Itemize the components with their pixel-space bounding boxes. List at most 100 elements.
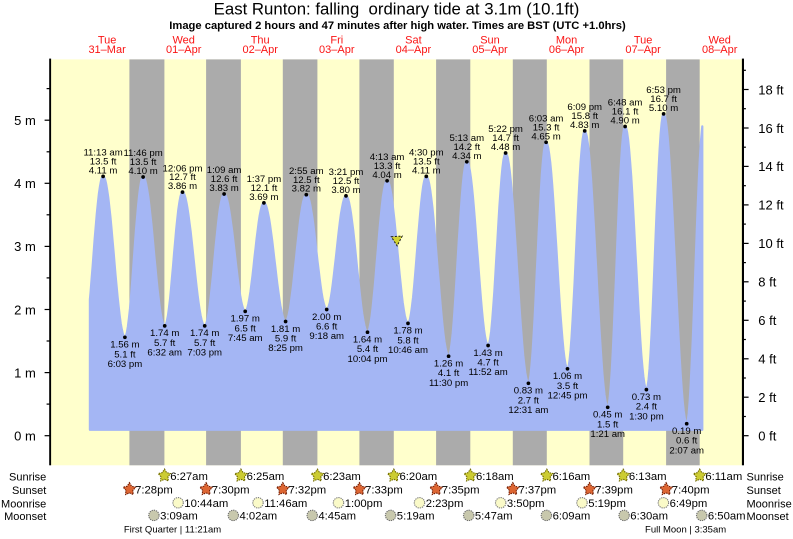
svg-text:12 ft: 12 ft: [758, 198, 784, 213]
svg-text:Sat: Sat: [405, 35, 422, 47]
svg-text:Wed: Wed: [172, 35, 194, 47]
svg-text:4.10 m: 4.10 m: [128, 166, 157, 177]
svg-text:5:22 pm: 5:22 pm: [488, 124, 523, 135]
svg-text:4:13 am: 4:13 am: [370, 152, 405, 163]
svg-text:6:09 pm: 6:09 pm: [567, 102, 602, 113]
svg-text:15.8 ft: 15.8 ft: [571, 111, 598, 122]
svg-text:Sunrise: Sunrise: [747, 471, 784, 483]
svg-text:9:18 am: 9:18 am: [309, 331, 344, 342]
svg-text:6:18am: 6:18am: [476, 471, 514, 483]
svg-text:1.64 m: 1.64 m: [353, 335, 382, 346]
svg-text:7:45 am: 7:45 am: [228, 333, 263, 344]
svg-text:1.97 m: 1.97 m: [231, 314, 260, 325]
svg-text:2:23pm: 2:23pm: [426, 498, 464, 510]
svg-text:01–Apr: 01–Apr: [166, 44, 202, 56]
svg-text:1.78 m: 1.78 m: [393, 326, 422, 337]
svg-text:6:03 pm: 6:03 pm: [108, 359, 143, 370]
svg-text:16.7 ft: 16.7 ft: [650, 94, 677, 105]
svg-text:03–Apr: 03–Apr: [319, 44, 355, 56]
svg-text:5.8 ft: 5.8 ft: [397, 335, 419, 346]
svg-text:3:09am: 3:09am: [160, 511, 198, 523]
svg-text:06–Apr: 06–Apr: [549, 44, 585, 56]
svg-text:5:19pm: 5:19pm: [588, 498, 626, 510]
svg-text:3.69 m: 3.69 m: [249, 192, 278, 203]
svg-text:6:27am: 6:27am: [170, 471, 208, 483]
svg-text:6:50am: 6:50am: [708, 511, 746, 523]
svg-text:10 ft: 10 ft: [758, 236, 784, 251]
svg-text:Moonset: Moonset: [747, 511, 789, 523]
svg-text:6:23am: 6:23am: [323, 471, 361, 483]
svg-text:6:11am: 6:11am: [705, 471, 742, 483]
svg-text:2.7 ft: 2.7 ft: [518, 395, 540, 406]
svg-text:4.1 ft: 4.1 ft: [438, 368, 460, 379]
svg-text:2:07 am: 2:07 am: [669, 445, 704, 456]
svg-text:6 ft: 6 ft: [758, 313, 776, 328]
svg-text:12:06 pm: 12:06 pm: [162, 163, 202, 174]
svg-text:3.80 m: 3.80 m: [331, 185, 360, 196]
svg-text:4.11 m: 4.11 m: [89, 165, 118, 176]
svg-text:5 m: 5 m: [14, 113, 36, 128]
svg-text:Wed: Wed: [708, 35, 730, 47]
svg-text:4:02am: 4:02am: [240, 511, 278, 523]
svg-text:7:30pm: 7:30pm: [212, 485, 250, 497]
svg-text:4:45am: 4:45am: [318, 511, 356, 523]
svg-text:7:37pm: 7:37pm: [519, 485, 557, 497]
svg-text:2:55 am: 2:55 am: [289, 166, 324, 177]
svg-text:6.6 ft: 6.6 ft: [316, 322, 338, 333]
svg-text:1.74 m: 1.74 m: [150, 328, 179, 339]
svg-text:3.82 m: 3.82 m: [292, 184, 321, 195]
svg-text:04–Apr: 04–Apr: [396, 44, 432, 56]
svg-text:5.9 ft: 5.9 ft: [275, 334, 297, 345]
svg-text:Sun: Sun: [480, 35, 500, 47]
svg-text:3 m: 3 m: [14, 239, 36, 254]
svg-text:12.5 ft: 12.5 ft: [333, 176, 360, 187]
svg-text:Sunset: Sunset: [12, 485, 46, 497]
svg-text:6:48 am: 6:48 am: [608, 98, 643, 109]
svg-text:2.4 ft: 2.4 ft: [636, 402, 658, 413]
svg-text:12.5 ft: 12.5 ft: [293, 175, 320, 186]
svg-text:7:03 pm: 7:03 pm: [187, 348, 222, 359]
svg-text:4.90 m: 4.90 m: [610, 116, 639, 127]
svg-text:0.73 m: 0.73 m: [632, 392, 661, 403]
svg-text:5.10 m: 5.10 m: [649, 103, 678, 114]
svg-text:12:45 pm: 12:45 pm: [547, 391, 587, 402]
svg-text:5:19am: 5:19am: [397, 511, 435, 523]
svg-text:Tue: Tue: [634, 35, 653, 47]
svg-text:11:46 pm: 11:46 pm: [123, 148, 162, 159]
svg-text:0 ft: 0 ft: [758, 429, 776, 444]
svg-text:6:49pm: 6:49pm: [670, 498, 708, 510]
svg-text:6:53 pm: 6:53 pm: [646, 85, 681, 96]
svg-text:05–Apr: 05–Apr: [472, 44, 508, 56]
svg-text:5.7 ft: 5.7 ft: [154, 338, 176, 349]
svg-text:13.5 ft: 13.5 ft: [130, 157, 157, 168]
svg-text:18 ft: 18 ft: [758, 82, 784, 97]
svg-text:4:30 pm: 4:30 pm: [409, 148, 444, 159]
svg-text:14 ft: 14 ft: [758, 159, 784, 174]
svg-text:13.5 ft: 13.5 ft: [90, 157, 117, 168]
svg-text:East Runton: falling ordinary: East Runton: falling ordinary tide at 3.…: [214, 0, 580, 19]
svg-text:3.5 ft: 3.5 ft: [557, 381, 579, 392]
svg-text:31–Mar: 31–Mar: [88, 44, 126, 56]
svg-text:10:04 pm: 10:04 pm: [347, 354, 387, 365]
svg-text:1.5 ft: 1.5 ft: [597, 419, 619, 430]
svg-text:14.7 ft: 14.7 ft: [492, 133, 519, 144]
svg-text:4.7 ft: 4.7 ft: [477, 358, 499, 369]
svg-text:12.1 ft: 12.1 ft: [251, 183, 278, 194]
svg-text:8 ft: 8 ft: [758, 275, 776, 290]
svg-text:0.6 ft: 0.6 ft: [676, 436, 698, 447]
svg-text:4.65 m: 4.65 m: [531, 131, 560, 142]
svg-text:7:39pm: 7:39pm: [595, 485, 633, 497]
svg-text:Image captured 2 hours and 47: Image captured 2 hours and 47 minutes af…: [169, 20, 626, 32]
svg-text:2.00 m: 2.00 m: [312, 312, 341, 323]
svg-text:7:28pm: 7:28pm: [135, 485, 173, 497]
svg-text:1:00pm: 1:00pm: [345, 498, 383, 510]
svg-text:5.1 ft: 5.1 ft: [114, 349, 136, 360]
svg-text:1:09 am: 1:09 am: [207, 165, 242, 176]
svg-text:6:30am: 6:30am: [630, 511, 668, 523]
svg-text:13.3 ft: 13.3 ft: [374, 161, 401, 172]
svg-text:0.45 m: 0.45 m: [593, 410, 622, 421]
svg-text:12:31 am: 12:31 am: [508, 405, 548, 416]
svg-text:1.06 m: 1.06 m: [553, 371, 582, 382]
svg-text:5.7 ft: 5.7 ft: [194, 338, 216, 349]
svg-text:1:37 pm: 1:37 pm: [247, 174, 282, 185]
